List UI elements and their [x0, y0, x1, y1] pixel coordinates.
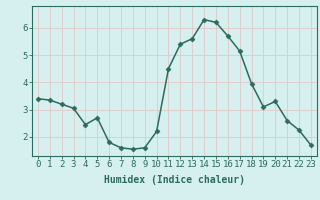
X-axis label: Humidex (Indice chaleur): Humidex (Indice chaleur): [104, 175, 245, 185]
